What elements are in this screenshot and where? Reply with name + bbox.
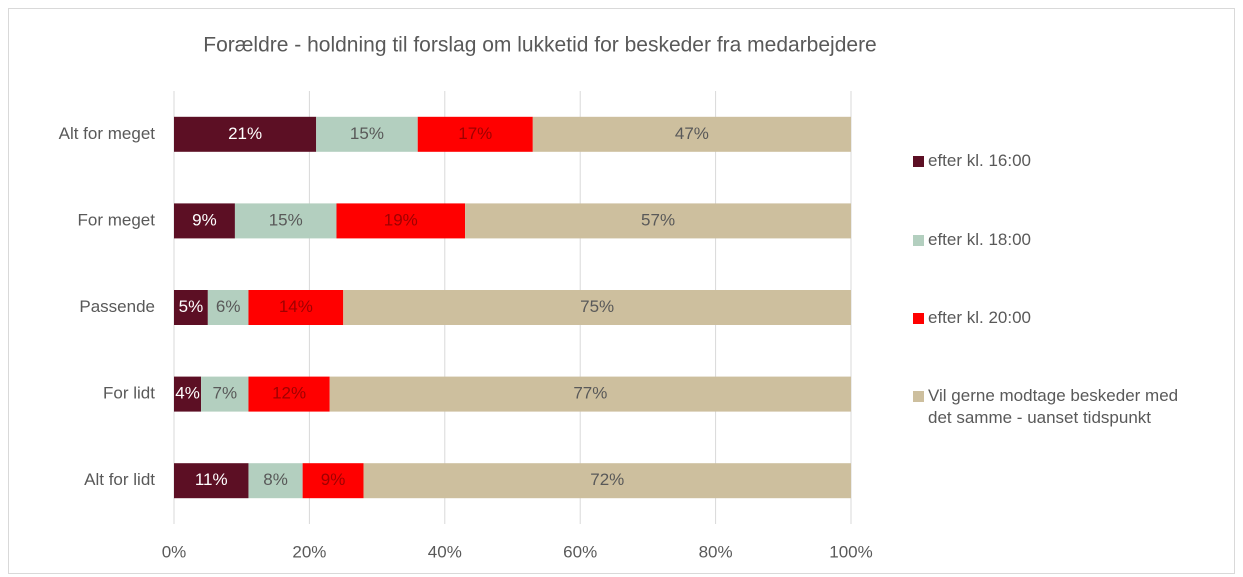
x-tick-label: 20% [292, 542, 326, 561]
bar-segment [465, 203, 851, 239]
bar-segment [174, 463, 249, 499]
data-label: 7% [212, 384, 237, 403]
legend-swatch [913, 391, 924, 402]
bar-segment [174, 290, 208, 325]
y-tick-label: For lidt [103, 384, 155, 403]
x-tick-label: 40% [428, 542, 462, 561]
bar-segment [201, 376, 249, 412]
data-label: 17% [458, 124, 492, 143]
data-label: 9% [192, 210, 217, 229]
y-tick-label: For meget [78, 210, 156, 229]
bar-segment [336, 203, 466, 239]
legend-item: Vil gerne modtage beskeder med det samme… [913, 385, 1203, 429]
bar-segment [417, 116, 533, 152]
data-label: 4% [175, 384, 200, 403]
data-label: 72% [590, 470, 624, 489]
legend-swatch [913, 156, 924, 167]
bar-segment [343, 290, 851, 325]
data-label: 15% [269, 210, 303, 229]
data-label: 9% [321, 470, 346, 489]
bar-segment [363, 463, 851, 499]
bar-segment [234, 203, 337, 239]
x-tick-label: 60% [563, 542, 597, 561]
legend-swatch [913, 313, 924, 324]
x-tick-label: 0% [162, 542, 187, 561]
data-label: 8% [263, 470, 288, 489]
data-label: 21% [228, 124, 262, 143]
data-label: 19% [384, 210, 418, 229]
bar-segment [248, 290, 344, 325]
legend-swatch [913, 235, 924, 246]
data-label: 14% [279, 297, 313, 316]
legend-item: efter kl. 18:00 [913, 229, 1203, 251]
legend-item: efter kl. 20:00 [913, 307, 1203, 329]
legend-label: Vil gerne modtage beskeder med det samme… [928, 386, 1179, 427]
bar-segment [316, 116, 418, 152]
bar-segment [174, 203, 235, 239]
bar-segment [174, 376, 202, 412]
bar-segment [207, 290, 249, 325]
y-tick-label: Passende [79, 297, 155, 316]
bar-segment [329, 376, 852, 412]
data-label: 5% [179, 297, 204, 316]
legend-item: efter kl. 16:00 [913, 150, 1203, 172]
data-label: 77% [573, 384, 607, 403]
data-label: 47% [675, 124, 709, 143]
bar-segment [248, 376, 330, 412]
data-label: 75% [580, 297, 614, 316]
x-tick-label: 100% [829, 542, 872, 561]
bar-segment [302, 463, 364, 499]
y-tick-label: Alt for meget [59, 124, 156, 143]
data-label: 15% [350, 124, 384, 143]
legend-label: efter kl. 20:00 [928, 308, 1032, 327]
x-tick-label: 80% [699, 542, 733, 561]
data-label: 11% [195, 470, 228, 489]
data-label: 6% [216, 297, 241, 316]
data-label: 57% [641, 210, 675, 229]
y-tick-label: Alt for lidt [84, 470, 155, 489]
bar-segment [248, 463, 303, 499]
chart-title: Forældre - holdning til forslag om lukke… [203, 34, 877, 57]
data-label: 12% [272, 384, 306, 403]
bar-segment [174, 116, 317, 152]
bar-segment [532, 116, 851, 152]
legend-label: efter kl. 18:00 [928, 230, 1032, 249]
legend-label: efter kl. 16:00 [928, 151, 1032, 170]
